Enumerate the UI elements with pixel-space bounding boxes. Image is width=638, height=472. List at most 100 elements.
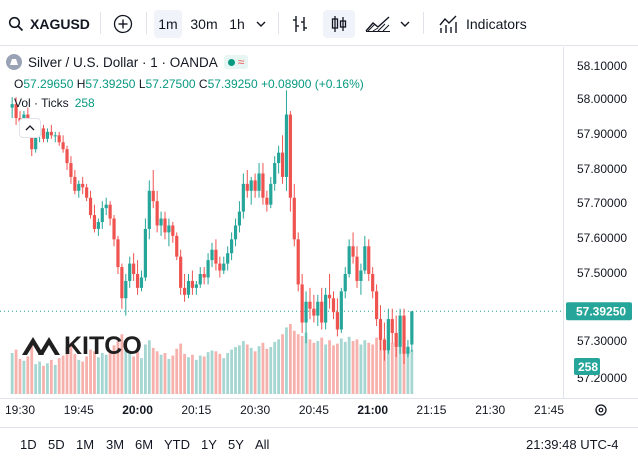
candle-body [159, 218, 163, 226]
candle-body [190, 280, 195, 288]
separator [100, 12, 101, 34]
volume-bar [210, 350, 214, 394]
settings-gear-icon[interactable] [595, 404, 607, 416]
interval-30m[interactable]: 30m [190, 16, 218, 32]
range-1m[interactable]: 1M [76, 437, 95, 452]
time-tick-label: 20:15 [181, 403, 211, 417]
candle-body [41, 128, 46, 139]
volume-bar [218, 353, 222, 394]
indicators-button[interactable]: Indicators [438, 11, 527, 37]
time-tick-label: 19:45 [64, 403, 94, 417]
range-6m[interactable]: 6M [135, 437, 154, 452]
area-chart-icon [365, 16, 390, 32]
volume-bar [328, 340, 331, 394]
chart-type-dropdown[interactable] [397, 14, 413, 34]
candle-body [88, 197, 93, 216]
volume-bar [65, 347, 69, 394]
volume-bar [214, 351, 218, 394]
volume-bar [394, 344, 398, 394]
candle-body [359, 270, 363, 281]
candle-body [284, 114, 289, 177]
symbol-search[interactable]: XAGUSD [8, 13, 90, 35]
volume-value: 258 [74, 96, 95, 110]
candle-body [288, 114, 292, 198]
clock-timezone[interactable]: 21:39:48 UTC-4 [526, 437, 619, 452]
time-tick-label: 21:00 [357, 403, 388, 417]
volume-bar [386, 341, 390, 394]
silver-symbol-icon [6, 54, 22, 70]
volume-bar [38, 361, 41, 394]
range-5y[interactable]: 5Y [228, 437, 244, 452]
volume-bar [324, 344, 328, 394]
candle-body [10, 104, 14, 108]
ohlc-values: O 57.29650 H 57.39250 L 57.27500 C 57.39250 … [14, 77, 364, 91]
volume-bar [128, 353, 132, 394]
range-all[interactable]: All [255, 437, 270, 452]
candle-body [343, 274, 347, 292]
volume-bar [30, 344, 34, 394]
time-tick-label: 20:30 [240, 403, 270, 417]
range-1y[interactable]: 1Y [201, 437, 217, 452]
interval-dropdown[interactable] [253, 14, 269, 34]
chevron-down-icon [400, 21, 410, 27]
volume-bar [359, 344, 363, 394]
price-tick-label: 57.60000 [577, 231, 627, 245]
compare-button[interactable] [112, 13, 134, 35]
volume-bar [22, 360, 26, 394]
candle-body [61, 142, 65, 150]
volume-bar [96, 357, 100, 394]
price-tick-label: 57.30000 [577, 334, 627, 348]
candle-body [292, 197, 296, 240]
candle-body [335, 312, 339, 330]
separator [146, 12, 147, 34]
range-3m[interactable]: 3M [106, 437, 125, 452]
time-tick-label: 21:30 [475, 403, 505, 417]
candle-body [269, 183, 273, 205]
candle-body [308, 301, 312, 309]
candle-body [390, 319, 394, 333]
candle-body [347, 246, 351, 274]
candlestick-icon [331, 16, 347, 32]
candle-body [394, 332, 398, 347]
volume-bar [167, 359, 171, 394]
time-tick-label: 21:45 [534, 403, 564, 417]
candle-body [253, 180, 257, 191]
range-5d[interactable]: 5D [48, 437, 65, 452]
range-1d[interactable]: 1D [20, 437, 37, 452]
market-open-dot-icon [227, 58, 235, 66]
bottom-toolbar [0, 427, 638, 472]
volume-legend: Vol · Ticks 258 [14, 96, 95, 110]
volume-bar [73, 353, 77, 394]
volume-bar [339, 338, 343, 394]
volume-bar [410, 349, 414, 394]
range-ytd[interactable]: YTD [164, 437, 190, 452]
candle-body [128, 263, 132, 281]
interval-1h[interactable]: 1h [229, 16, 245, 32]
volume-bar [379, 333, 382, 394]
chart-type-button[interactable] [363, 12, 393, 36]
price-chart[interactable]: KITCO 58.10000 58.00000 57.90000 57.80000 57.… [0, 47, 638, 427]
volume-bar [277, 339, 281, 394]
volume-bar [300, 335, 304, 394]
candle-body [339, 291, 343, 330]
bar-replay-button[interactable] [288, 12, 312, 36]
time-tick-label: 21:15 [416, 403, 446, 417]
candles-button[interactable] [323, 10, 355, 38]
collapse-legend-button[interactable] [19, 118, 41, 138]
volume-bar [234, 347, 237, 394]
volume-bar [159, 354, 163, 394]
candle-body [135, 274, 140, 288]
candle-body [367, 246, 371, 274]
volume-bar [10, 353, 14, 394]
symbol-label: XAGUSD [30, 16, 90, 32]
volume-bar [367, 342, 371, 394]
candle-body [402, 315, 406, 354]
volume-bar [390, 342, 394, 394]
volume-bar [238, 345, 241, 394]
interval-1m[interactable]: 1m [154, 10, 182, 38]
volume-bar [147, 340, 151, 394]
volume-bar [175, 348, 179, 394]
price-tick-label: 57.80000 [577, 162, 627, 176]
candle-body [277, 152, 281, 164]
volume-bar [296, 334, 300, 394]
